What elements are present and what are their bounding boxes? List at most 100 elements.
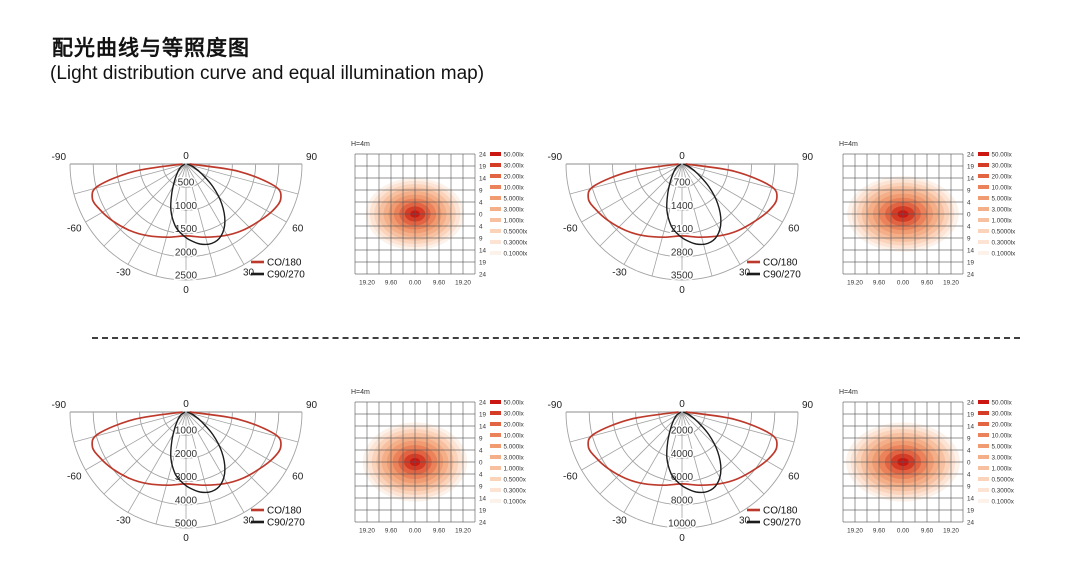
- map-y-tick: 24: [967, 151, 975, 158]
- lux-legend-label: 0.1000lx: [504, 250, 529, 257]
- map-x-tick: 9.60: [873, 528, 886, 535]
- illuminance-map-4: H=4m 24 19 14 9 4 0 4 9 14 19 24 19.20 9.60 0.00 9.60 19…: [839, 389, 1015, 535]
- curve-CO/180: [587, 411, 778, 487]
- lux-legend-swatch: [490, 422, 501, 426]
- lux-legend-swatch: [490, 240, 501, 244]
- radial-tick: 8000: [671, 495, 694, 506]
- map-y-tick: 14: [479, 175, 487, 182]
- map-x-tick: 19.20: [455, 528, 471, 535]
- map-x-tick: 19.20: [359, 528, 375, 535]
- angle-tick: -60: [67, 472, 82, 483]
- angle-tick: -30: [116, 267, 131, 278]
- map-y-tick: 4: [479, 471, 483, 478]
- lux-legend-swatch: [978, 251, 989, 255]
- map-y-tick: 24: [967, 271, 975, 278]
- map-y-tick: 19: [479, 259, 487, 266]
- polar-spoke: [103, 411, 187, 495]
- lux-legend-swatch: [978, 488, 989, 492]
- lux-legend-swatch: [978, 152, 989, 156]
- radial-tick: 4000: [671, 449, 694, 460]
- lux-legend-swatch: [978, 174, 989, 178]
- polar-spoke: [185, 411, 299, 443]
- lux-legend-swatch: [490, 196, 501, 200]
- illuminance-map-3: H=4m 24 19 14 9 4 0 4 9 14 19 24 19.20 9.60 0.00 9.60 19…: [351, 389, 527, 535]
- radial-tick: 700: [674, 178, 691, 189]
- map-y-tick: 14: [967, 423, 975, 430]
- polar-spoke: [155, 163, 187, 277]
- legend-label: CO/180: [763, 506, 798, 517]
- polar-spoke: [127, 411, 187, 513]
- map-y-tick: 9: [479, 483, 483, 490]
- map-x-tick: 19.20: [455, 280, 471, 287]
- lux-legend-label: 3.000lx: [992, 206, 1013, 213]
- map-y-tick: 24: [967, 399, 975, 406]
- lux-legend-label: 0.1000x: [504, 498, 527, 505]
- lux-legend-label: 0.3000lx: [992, 239, 1017, 246]
- radial-tick: 1500: [175, 224, 198, 235]
- map-y-tick: 24: [479, 271, 487, 278]
- radial-tick: 10000: [668, 519, 696, 530]
- lux-legend-swatch: [978, 218, 989, 222]
- lux-legend-swatch: [490, 477, 501, 481]
- polar-spoke: [599, 163, 683, 247]
- polar-spoke: [623, 163, 683, 265]
- lux-legend-label: 20.00lx: [504, 173, 525, 180]
- radial-tick: 500: [178, 178, 195, 189]
- map-y-tick: 14: [967, 247, 975, 254]
- map-y-tick: 4: [967, 223, 971, 230]
- map-y-tick: 24: [967, 519, 975, 526]
- illuminance-map-2: H=4m 24 19 14 9 4 0 4 9 14 19 24 19.20 9.60 0.00 9.60 19…: [839, 141, 1017, 287]
- map-y-tick: 19: [479, 163, 487, 170]
- map-y-tick: 19: [479, 411, 487, 418]
- map-y-tick: 14: [967, 175, 975, 182]
- curve-CO/180: [587, 163, 778, 239]
- map-x-tick: 0.00: [409, 528, 422, 535]
- map-y-tick: 14: [479, 495, 487, 502]
- map-y-tick: 19: [967, 163, 975, 170]
- map-x-tick: 19.20: [943, 528, 959, 535]
- radial-tick: 6000: [671, 472, 694, 483]
- map-y-tick: 9: [967, 483, 971, 490]
- lux-legend-swatch: [978, 433, 989, 437]
- radial-tick: 2000: [175, 449, 198, 460]
- lux-legend-swatch: [978, 477, 989, 481]
- lux-legend-label: 1.000lx: [504, 217, 525, 224]
- legend-label: CO/180: [763, 258, 798, 269]
- lux-legend-label: 50.00lx: [992, 399, 1013, 406]
- map-x-tick: 9.60: [433, 280, 446, 287]
- map-y-tick: 9: [479, 235, 483, 242]
- polar-spoke: [185, 411, 269, 495]
- lux-legend-swatch: [978, 411, 989, 415]
- lux-legend-label: 30.00lx: [504, 410, 525, 417]
- polar-spoke: [73, 411, 187, 443]
- angle-tick: 0: [679, 533, 685, 544]
- polar-spoke: [681, 163, 795, 195]
- radial-tick: 2000: [671, 426, 694, 437]
- curve-CO/180: [91, 411, 282, 487]
- radial-tick: 2100: [671, 224, 694, 235]
- legend-label: C90/270: [763, 270, 801, 281]
- lux-legend-label: 3.000lx: [504, 206, 525, 213]
- lux-legend-label: 5.000lx: [992, 195, 1013, 202]
- lux-legend-swatch: [978, 422, 989, 426]
- map-height-label: H=4m: [839, 141, 858, 148]
- lux-legend-swatch: [978, 400, 989, 404]
- map-y-tick: 14: [479, 423, 487, 430]
- lux-legend-label: 5.000lx: [504, 443, 525, 450]
- angle-tick: 60: [292, 224, 304, 235]
- polar-spoke: [681, 163, 741, 265]
- map-y-tick: 0: [967, 459, 971, 466]
- map-y-tick: 14: [967, 495, 975, 502]
- polar-spoke: [651, 411, 683, 525]
- angle-tick: 0: [183, 285, 189, 296]
- polar-spoke: [681, 411, 741, 513]
- lux-legend-swatch: [978, 196, 989, 200]
- radial-tick: 1000: [175, 201, 198, 212]
- curve-C90/270: [170, 163, 226, 246]
- curve-C90/270: [170, 411, 226, 494]
- lux-legend-swatch: [978, 444, 989, 448]
- map-y-tick: 4: [967, 199, 971, 206]
- angle-tick: -30: [612, 267, 627, 278]
- polar-spoke: [185, 163, 269, 247]
- polar-spoke: [681, 163, 713, 277]
